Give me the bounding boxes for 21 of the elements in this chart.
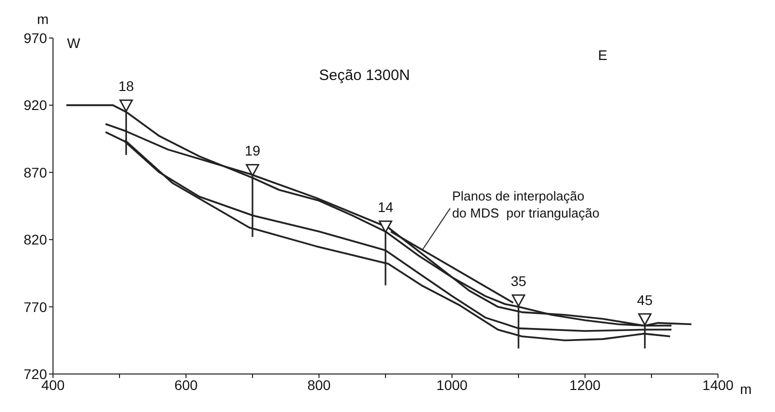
y-tick-label: 970 <box>24 30 48 46</box>
y-tick-label: 770 <box>24 298 48 315</box>
x-axis-title: m <box>740 381 752 397</box>
annotation: 18 <box>118 78 134 94</box>
annotation: Planos de interpolação do MDS por triangulação <box>452 188 600 220</box>
annotation: 14 <box>378 199 394 216</box>
y-axis-title: m <box>37 11 49 27</box>
x-tick-label: 800 <box>307 376 331 393</box>
text: Seção 1300N <box>319 67 410 84</box>
annotation: E <box>598 47 608 63</box>
y-tick-label: 920 <box>24 97 48 114</box>
x-tick-label: 1000 <box>436 376 468 393</box>
y-tick-label: 870 <box>24 164 48 180</box>
annotation: 45 <box>637 292 653 308</box>
annotation: 35 <box>510 273 526 290</box>
x-tick-label: 1200 <box>569 376 601 393</box>
x-tick-label: 600 <box>174 376 198 393</box>
annotation: 19 <box>244 142 260 159</box>
x-tick-label: 1400 <box>702 376 734 393</box>
annotation: W <box>67 35 81 51</box>
y-tick-label: 820 <box>24 232 48 248</box>
